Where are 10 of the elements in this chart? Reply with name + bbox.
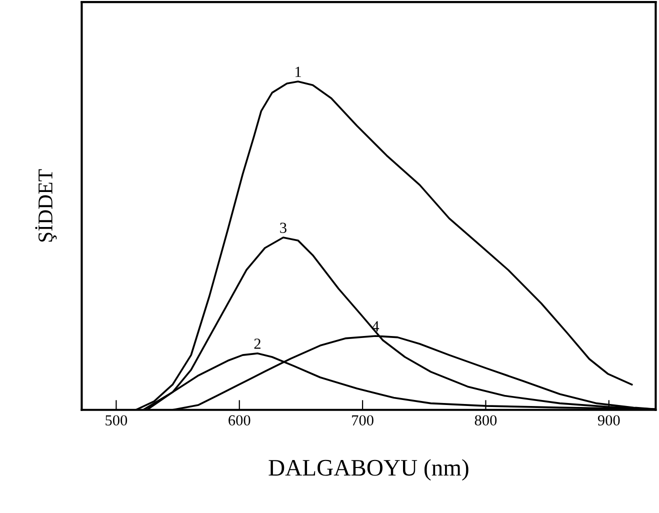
series-label: 1 xyxy=(296,66,301,77)
x-tick-label: 600 xyxy=(228,415,250,426)
x-tick-label: 700 xyxy=(352,415,374,426)
x-axis-title: DALGABOYU (nm) xyxy=(268,459,468,481)
x-tick-label: 800 xyxy=(474,415,497,426)
series-label: 3 xyxy=(280,222,286,233)
x-tick-label: 500 xyxy=(106,415,128,426)
x-tick-label: 900 xyxy=(598,415,620,426)
series-label: 2 xyxy=(254,338,260,349)
y-axis-title: ŞİDDET xyxy=(35,169,57,242)
